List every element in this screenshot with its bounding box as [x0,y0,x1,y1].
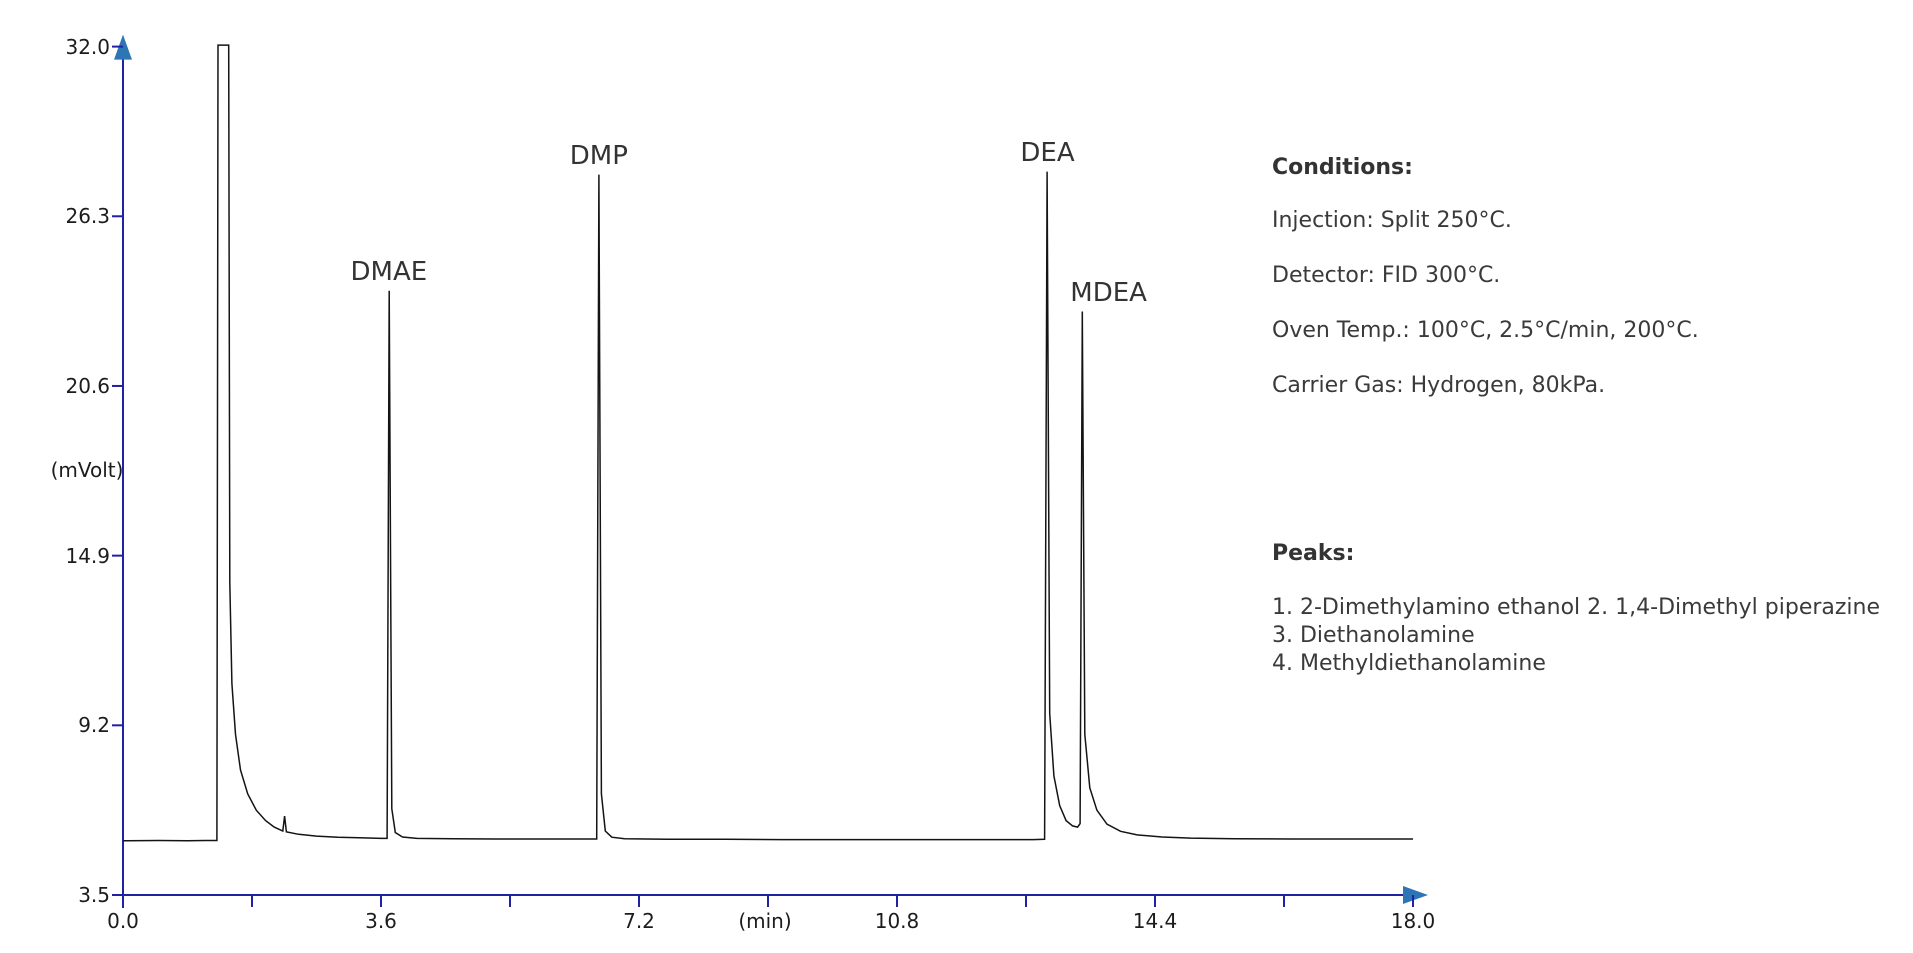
x-tick-label: 7.2 [623,909,655,933]
peak-label-methyldiethanolamine: MDEA [1070,277,1147,308]
condition-line: Detector: FID 300°C. [1272,263,1501,288]
peak-legend-line: 3. Diethanolamine [1272,623,1475,648]
y-tick-label: 20.6 [65,373,110,398]
peak-legend-line: 4. Methyldiethanolamine [1272,651,1546,676]
x-axis-arrowhead-icon [1403,886,1428,904]
peaks-legend-lines: 1. 2-Dimethylamino ethanol 2. 1,4-Dimeth… [1272,594,1880,678]
peaks-legend-heading: Peaks: [1272,541,1355,566]
peak-label-2-dimethylamino-ethanol: DMAE [350,256,428,287]
peak-legend-line: 1. 2-Dimethylamino ethanol 2. 1,4-Dimeth… [1272,595,1881,620]
axis-ticks [112,45,1414,907]
y-tick-label: 9.2 [78,713,110,738]
y-axis-unit-label: (mVolt) [50,458,124,482]
conditions-heading: Conditions: [1272,155,1413,180]
condition-line: Oven Temp.: 100°C, 2.5°C/min, 200°C. [1272,318,1699,343]
conditions-block: Conditions: Injection: Split 250°C. Detec… [1272,154,1699,427]
y-tick-label: 26.3 [65,204,110,229]
x-axis-unit-label: (min) [738,909,792,933]
x-tick-label: 18.0 [1390,909,1436,933]
x-tick-label: 3.6 [365,909,397,933]
y-tick-label: 3.5 [78,883,110,907]
x-tick-label: 10.8 [874,909,920,933]
axes [114,34,1428,908]
x-tick-label: 14.4 [1132,909,1178,933]
peaks-legend-block: Peaks: 1. 2-Dimethylamino ethanol 2. 1,4… [1272,540,1880,678]
chromatogram-trace [122,44,1413,842]
condition-line: Injection: Split 250°C. [1272,208,1512,233]
y-tick-label: 14.9 [65,543,110,568]
y-tick-label: 32.0 [65,34,110,59]
x-tick-label: 0.0 [107,909,139,933]
peak-label-diethanolamine: DEA [1020,137,1075,168]
condition-line: Carrier Gas: Hydrogen, 80kPa. [1272,373,1606,398]
conditions-lines: Injection: Split 250°C. Detector: FID 300… [1272,207,1699,399]
peak-label-1-4-dimethyl-piperazine: DMP [569,140,628,171]
